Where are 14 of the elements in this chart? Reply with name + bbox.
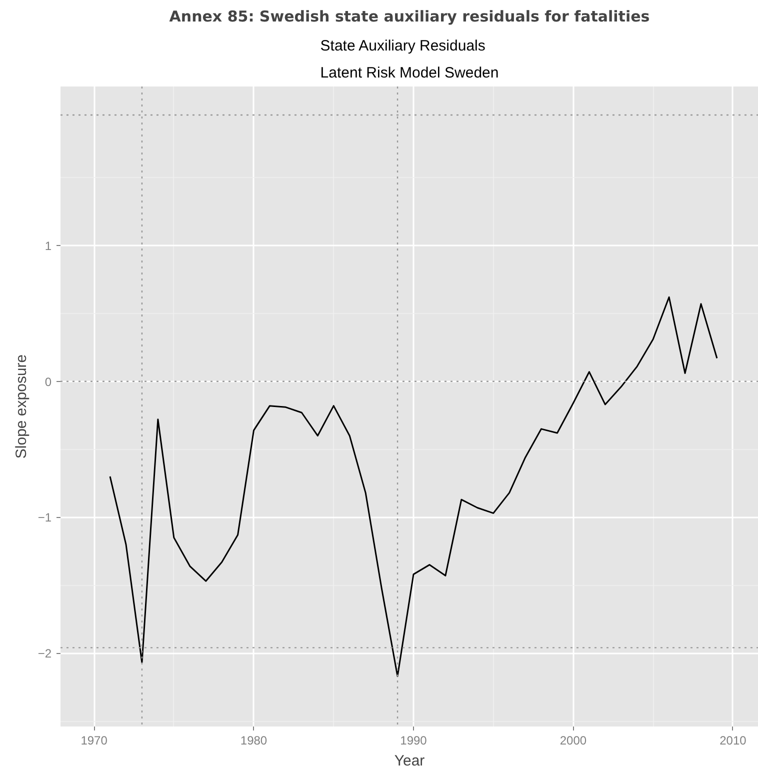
x-tick-label: 2010 (720, 734, 747, 748)
y-tick-label: 0 (44, 374, 52, 389)
y-tick-label: 1 (44, 238, 52, 253)
line-series (109, 296, 718, 677)
chart-subtitle: State Auxiliary Residuals Latent Risk Model Sweden (320, 37, 499, 82)
x-tick-label: 1970 (80, 734, 108, 748)
y-tick-label: −2 (38, 646, 52, 661)
x-tick-label: 1980 (240, 734, 268, 748)
y-tick-label: −1 (38, 510, 52, 525)
x-tick-label: 1990 (400, 734, 428, 748)
chart-title: Annex 85: Swedish state auxiliary residuals for fatalities (169, 8, 650, 26)
x-tick-label: 2000 (560, 734, 587, 748)
y-axis-title: Slope exposure (12, 354, 30, 459)
x-axis-title: Year (394, 752, 425, 770)
